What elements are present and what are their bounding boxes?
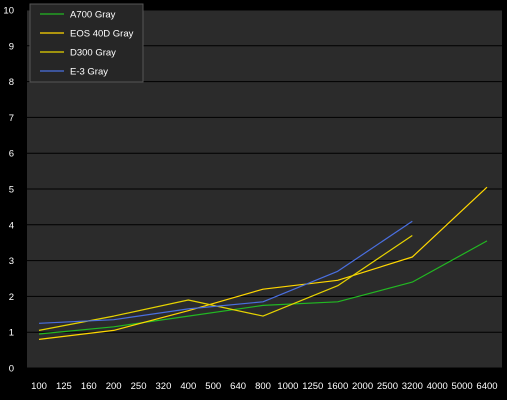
series-line-d300-gray <box>38 235 413 331</box>
series-line-a700-gray <box>38 240 488 335</box>
x-tick-label: 100 <box>31 381 47 392</box>
y-tick-label: 8 <box>9 77 14 88</box>
legend: A700 Gray EOS 40D Gray D300 Gray E-3 Gray <box>29 3 144 83</box>
x-tick-label: 640 <box>230 381 246 392</box>
series-lines <box>38 186 488 340</box>
x-tick-label: 1600 <box>327 381 348 392</box>
y-tick-label: 7 <box>9 113 14 124</box>
x-tick-label: 5000 <box>452 381 473 392</box>
x-tick-label: 3200 <box>402 381 423 392</box>
x-tick-label: 2000 <box>352 381 373 392</box>
series-line-e-3-gray <box>38 220 413 324</box>
x-tick-label: 250 <box>131 381 147 392</box>
legend-label: E-3 Gray <box>70 67 108 78</box>
x-tick-label: 200 <box>106 381 122 392</box>
series-line-eos-40d-gray <box>38 186 488 340</box>
gridlines <box>27 9 502 369</box>
x-tick-label: 1000 <box>277 381 298 392</box>
x-tick-label: 800 <box>255 381 271 392</box>
legend-box <box>29 3 144 83</box>
y-tick-label: 10 <box>3 6 14 17</box>
x-tick-label: 320 <box>156 381 172 392</box>
y-tick-label: 6 <box>9 149 14 160</box>
x-tick-label: 125 <box>56 381 72 392</box>
y-tick-label: 5 <box>9 185 14 196</box>
y-tick-label: 4 <box>9 220 14 231</box>
y-axis-ticks: 0 1 2 3 4 5 6 7 8 9 10 <box>3 6 14 375</box>
y-tick-label: 1 <box>9 328 14 339</box>
x-tick-label: 160 <box>81 381 97 392</box>
x-tick-label: 2500 <box>377 381 398 392</box>
x-axis-ticks: 100 125 160 200 250 320 400 500 640 800 1000 1250 16… <box>31 381 498 392</box>
legend-label: A700 Gray <box>70 10 116 21</box>
y-tick-label: 2 <box>9 292 14 303</box>
x-tick-label: 500 <box>205 381 221 392</box>
legend-label: D300 Gray <box>70 48 116 59</box>
y-tick-label: 0 <box>9 364 14 375</box>
y-tick-label: 3 <box>9 256 14 267</box>
x-tick-label: 1250 <box>302 381 323 392</box>
x-tick-label: 4000 <box>427 381 448 392</box>
legend-label: EOS 40D Gray <box>70 29 134 40</box>
x-tick-label: 6400 <box>476 381 497 392</box>
x-tick-label: 400 <box>180 381 196 392</box>
y-tick-label: 9 <box>9 41 14 52</box>
